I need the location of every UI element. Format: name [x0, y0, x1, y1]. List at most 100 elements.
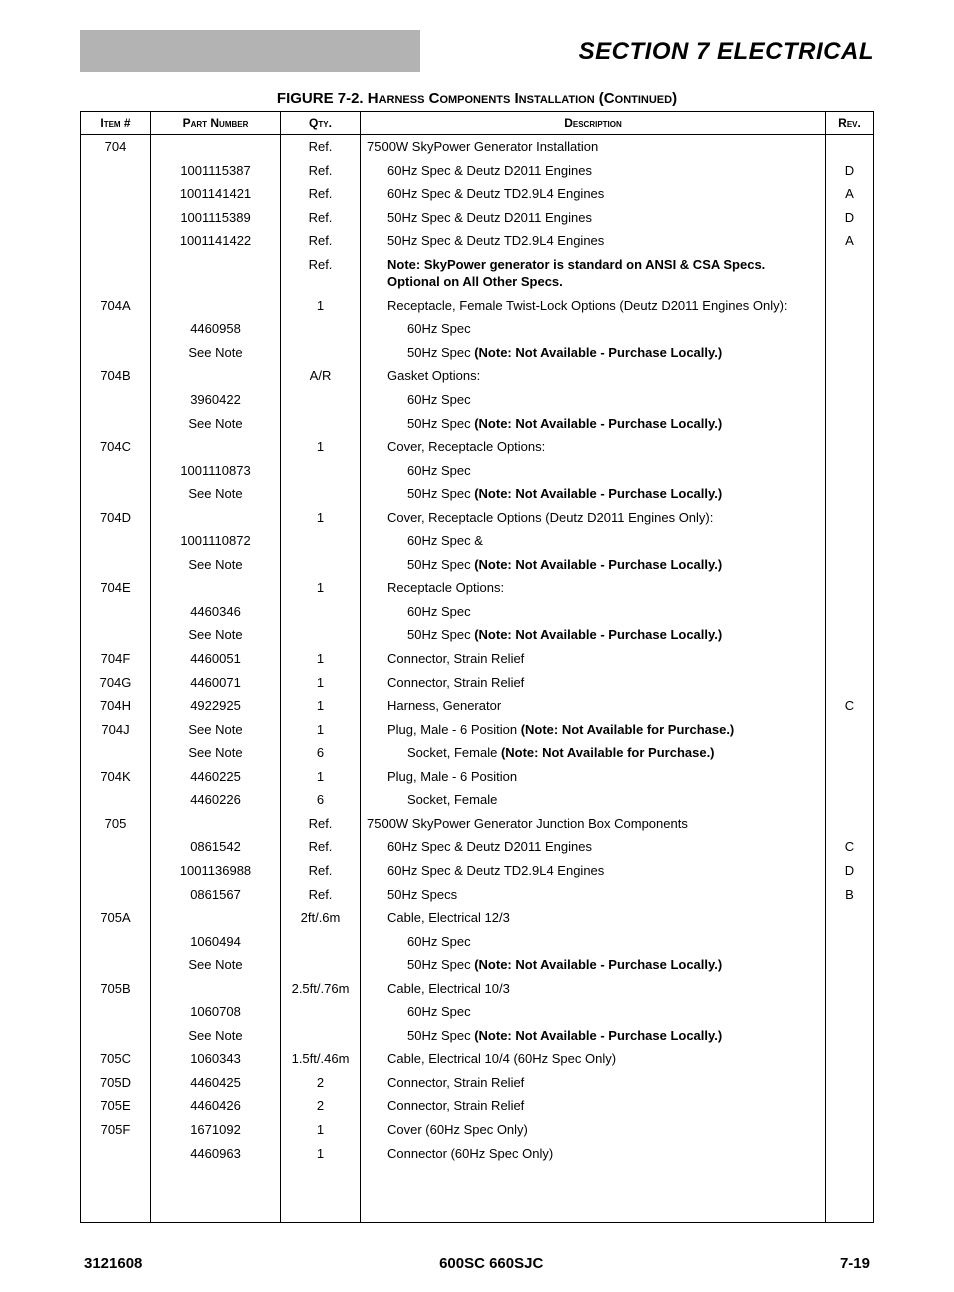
cell-qty: Ref.	[281, 182, 361, 206]
cell-desc: Cable, Electrical 12/3	[361, 906, 826, 930]
table-row: 704C1Cover, Receptacle Options:	[81, 435, 874, 459]
table-row: See Note50Hz Spec (Note: Not Available -…	[81, 341, 874, 365]
cell-qty: 1	[281, 718, 361, 742]
table-row: 704E1Receptacle Options:	[81, 576, 874, 600]
cell-qty	[281, 459, 361, 483]
table-row: 1001136988Ref.60Hz Spec & Deutz TD2.9L4 …	[81, 859, 874, 883]
cell-rev	[826, 1047, 874, 1071]
cell-part	[151, 576, 281, 600]
cell-rev: D	[826, 859, 874, 883]
table-row: 704Ref.7500W SkyPower Generator Installa…	[81, 135, 874, 159]
cell-desc: 60Hz Spec & Deutz D2011 Engines	[361, 835, 826, 859]
table-row: 704F44600511Connector, Strain Relief	[81, 647, 874, 671]
cell-qty: Ref.	[281, 253, 361, 294]
cell-part: 4460071	[151, 671, 281, 695]
cell-qty: 2	[281, 1071, 361, 1095]
cell-item	[81, 788, 151, 812]
cell-part: 4460963	[151, 1142, 281, 1223]
table-row: 100111087260Hz Spec &	[81, 529, 874, 553]
cell-part	[151, 506, 281, 530]
col-rev: Rev.	[826, 112, 874, 135]
cell-qty	[281, 388, 361, 412]
table-row: 106049460Hz Spec	[81, 930, 874, 954]
cell-desc: 50Hz Spec & Deutz TD2.9L4 Engines	[361, 229, 826, 253]
footer-left: 3121608	[84, 1255, 142, 1272]
cell-rev: D	[826, 159, 874, 183]
cell-part	[151, 435, 281, 459]
table-row: 0861542Ref.60Hz Spec & Deutz D2011 Engin…	[81, 835, 874, 859]
table-row: 705D44604252Connector, Strain Relief	[81, 1071, 874, 1095]
cell-rev	[826, 253, 874, 294]
cell-desc: 60Hz Spec	[361, 930, 826, 954]
cell-part: 4460426	[151, 1094, 281, 1118]
cell-part	[151, 812, 281, 836]
cell-item: 705F	[81, 1118, 151, 1142]
cell-qty: 6	[281, 741, 361, 765]
cell-desc: Socket, Female (Note: Not Available for …	[361, 741, 826, 765]
cell-rev	[826, 482, 874, 506]
cell-rev	[826, 459, 874, 483]
table-row: See Note50Hz Spec (Note: Not Available -…	[81, 623, 874, 647]
cell-desc: Connector, Strain Relief	[361, 671, 826, 695]
cell-item	[81, 529, 151, 553]
cell-rev	[826, 576, 874, 600]
cell-desc: 60Hz Spec	[361, 1000, 826, 1024]
cell-part: See Note	[151, 953, 281, 977]
cell-desc: Cable, Electrical 10/3	[361, 977, 826, 1001]
cell-desc: 50Hz Spec (Note: Not Available - Purchas…	[361, 482, 826, 506]
cell-item: 704H	[81, 694, 151, 718]
cell-qty: 2ft/.6m	[281, 906, 361, 930]
cell-rev: A	[826, 229, 874, 253]
col-item: Item #	[81, 112, 151, 135]
cell-rev	[826, 812, 874, 836]
table-row: 705Ref.7500W SkyPower Generator Junction…	[81, 812, 874, 836]
cell-qty: 2.5ft/.76m	[281, 977, 361, 1001]
cell-rev	[826, 341, 874, 365]
cell-part: 4460425	[151, 1071, 281, 1095]
cell-part	[151, 253, 281, 294]
table-row: Ref.Note: SkyPower generator is standard…	[81, 253, 874, 294]
cell-desc: Connector, Strain Relief	[361, 1071, 826, 1095]
cell-qty: Ref.	[281, 812, 361, 836]
cell-qty	[281, 930, 361, 954]
cell-qty	[281, 529, 361, 553]
cell-desc: Gasket Options:	[361, 364, 826, 388]
table-row: 1001141422Ref.50Hz Spec & Deutz TD2.9L4 …	[81, 229, 874, 253]
cell-qty	[281, 412, 361, 436]
cell-part: 4460958	[151, 317, 281, 341]
cell-qty: 1	[281, 506, 361, 530]
cell-desc: 50Hz Spec (Note: Not Available - Purchas…	[361, 623, 826, 647]
cell-item: 704D	[81, 506, 151, 530]
table-row: 704A1Receptacle, Female Twist-Lock Optio…	[81, 294, 874, 318]
col-qty: Qty.	[281, 112, 361, 135]
cell-rev	[826, 1094, 874, 1118]
cell-item: 704G	[81, 671, 151, 695]
cell-qty	[281, 1024, 361, 1048]
footer-center: 600SC 660SJC	[439, 1255, 543, 1272]
table-row: See Note50Hz Spec (Note: Not Available -…	[81, 1024, 874, 1048]
cell-part: 3960422	[151, 388, 281, 412]
cell-part: 0861542	[151, 835, 281, 859]
cell-desc: 60Hz Spec	[361, 317, 826, 341]
cell-rev	[826, 553, 874, 577]
table-row: 705F16710921Cover (60Hz Spec Only)	[81, 1118, 874, 1142]
cell-qty: 1	[281, 294, 361, 318]
cell-rev	[826, 1071, 874, 1095]
cell-part: See Note	[151, 718, 281, 742]
cell-rev: B	[826, 883, 874, 907]
cell-desc: Plug, Male - 6 Position	[361, 765, 826, 789]
table-body: 704Ref.7500W SkyPower Generator Installa…	[81, 135, 874, 1223]
cell-item	[81, 482, 151, 506]
cell-part	[151, 135, 281, 159]
cell-item: 705E	[81, 1094, 151, 1118]
cell-item: 705D	[81, 1071, 151, 1095]
cell-item	[81, 553, 151, 577]
cell-rev	[826, 741, 874, 765]
cell-qty	[281, 953, 361, 977]
cell-desc: Receptacle Options:	[361, 576, 826, 600]
cell-item	[81, 459, 151, 483]
table-row: 705A2ft/.6mCable, Electrical 12/3	[81, 906, 874, 930]
cell-item	[81, 412, 151, 436]
col-part: Part Number	[151, 112, 281, 135]
cell-desc: 60Hz Spec & Deutz TD2.9L4 Engines	[361, 859, 826, 883]
